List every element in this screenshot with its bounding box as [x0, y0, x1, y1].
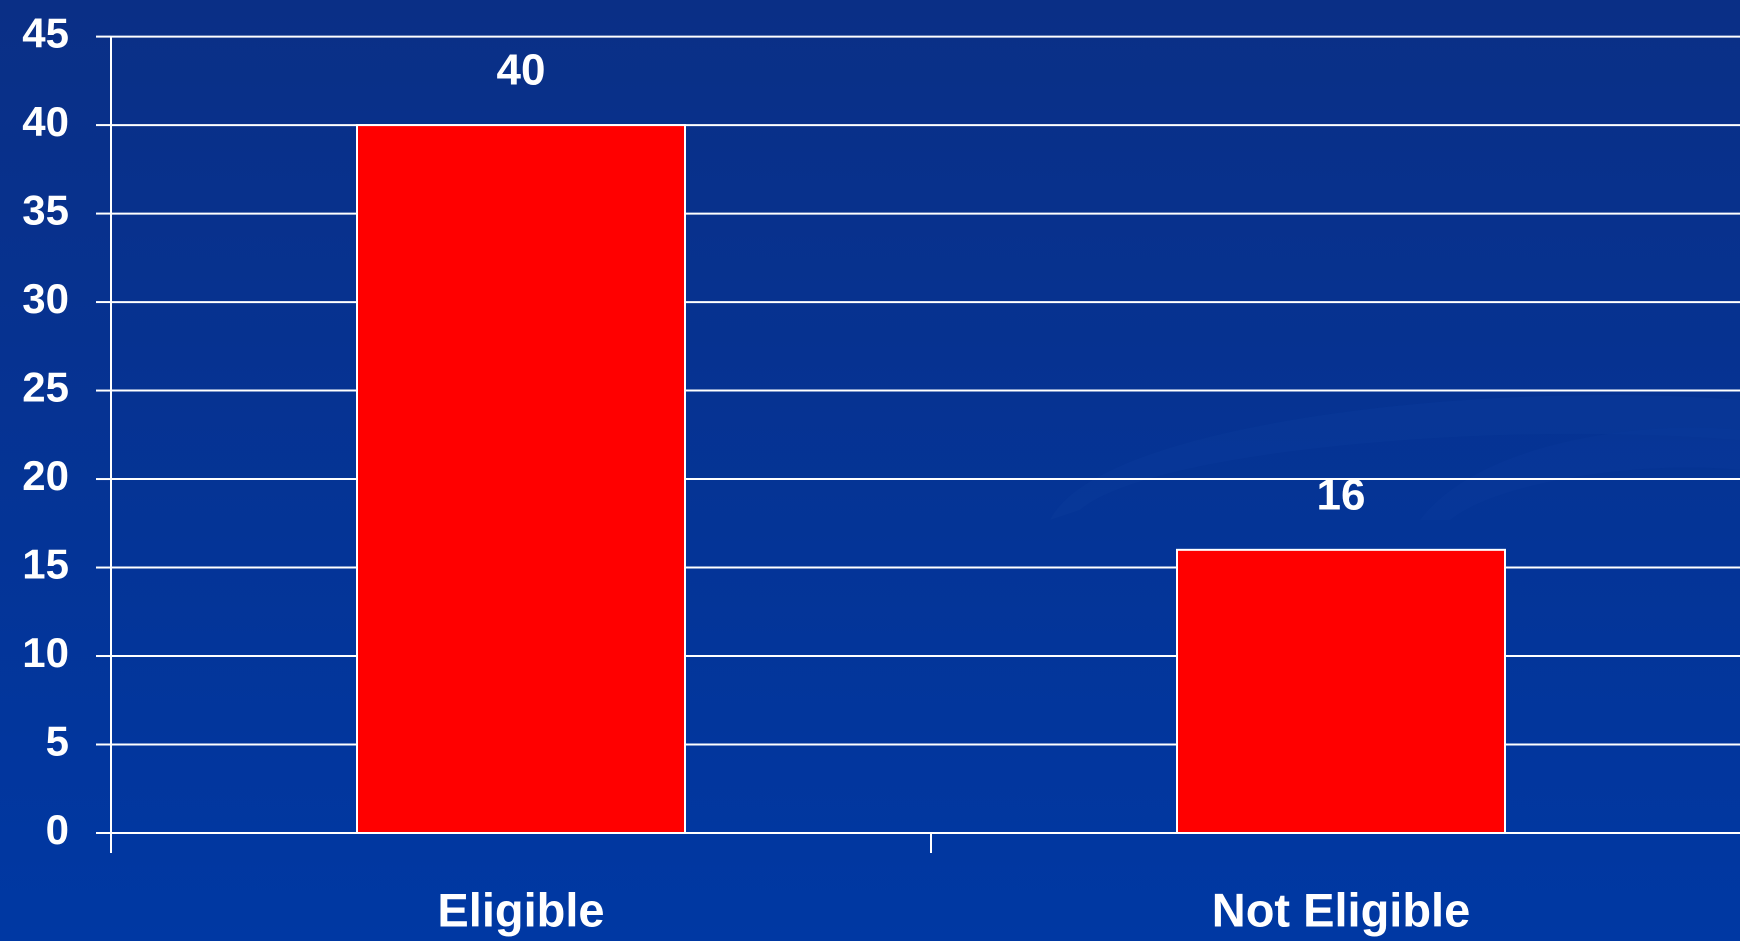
y-tick-label: 15 — [22, 541, 69, 588]
y-tick-label: 35 — [22, 187, 69, 234]
y-tick-label: 40 — [22, 98, 69, 145]
x-tick-label: Not Eligible — [1212, 883, 1471, 936]
decoration — [1420, 427, 1740, 520]
y-tick-label: 20 — [22, 452, 69, 499]
y-tick-label: 45 — [22, 10, 69, 57]
bar — [1176, 548, 1506, 835]
y-tick-label: 25 — [22, 364, 69, 411]
decoration — [1050, 395, 1740, 520]
value-label: 40 — [497, 46, 546, 95]
y-tick-label: 0 — [46, 806, 69, 853]
bar — [356, 124, 686, 835]
value-label: 16 — [1317, 470, 1366, 519]
y-tick-label: 10 — [22, 629, 69, 676]
y-tick-label: 30 — [22, 275, 69, 322]
x-tick-label: Eligible — [437, 883, 604, 936]
y-tick-label: 5 — [46, 718, 69, 765]
